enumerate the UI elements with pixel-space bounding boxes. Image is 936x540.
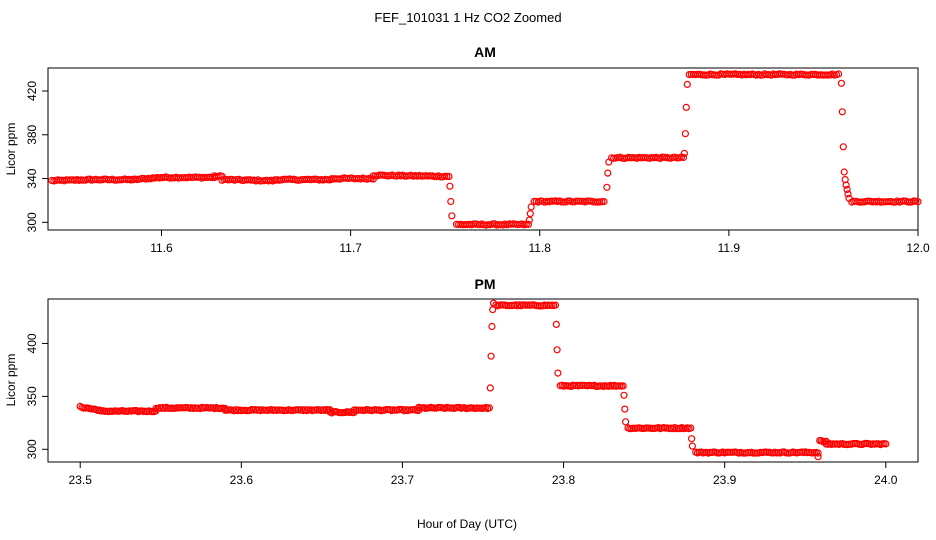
data-point — [839, 143, 847, 151]
data-point — [914, 198, 922, 206]
data-point — [845, 194, 853, 202]
data-point — [688, 442, 697, 450]
am-y-tick-label: 300 — [25, 212, 39, 232]
am-x-tick-label: 11.7 — [339, 241, 362, 255]
data-point — [600, 198, 608, 206]
data-point — [551, 301, 560, 309]
data-point — [687, 435, 696, 443]
am-x-tick-label: 11.9 — [718, 241, 741, 255]
data-point — [553, 346, 561, 354]
data-point — [844, 190, 852, 198]
data-point — [489, 306, 497, 314]
am-panel-title: AM — [474, 44, 496, 60]
data-point — [621, 418, 630, 426]
pm-x-tick-label: 23.6 — [230, 473, 254, 487]
data-point — [524, 220, 533, 228]
x-axis-title: Hour of Day (UTC) — [417, 517, 517, 531]
pm-y-tick-label: 400 — [25, 333, 39, 353]
data-point — [680, 149, 689, 157]
data-point — [487, 352, 495, 360]
data-point — [814, 449, 822, 457]
data-point — [447, 197, 455, 206]
data-point — [681, 130, 690, 138]
data-point — [683, 80, 691, 89]
am-y-tick-label: 380 — [25, 124, 39, 144]
pm-y-tick-label: 350 — [25, 386, 39, 406]
data-point — [554, 369, 562, 377]
pm-y-axis: 300 350 400 — [25, 333, 48, 459]
data-point — [834, 70, 843, 78]
am-plot-frame — [47, 67, 919, 231]
data-point — [605, 158, 613, 166]
data-point — [138, 174, 146, 183]
data-point — [527, 203, 535, 211]
data-point — [840, 168, 848, 176]
data-point — [682, 103, 690, 112]
am-x-axis: 11.6 11.7 11.8 11.9 12.0 — [150, 230, 930, 255]
pm-plot-frame — [47, 298, 919, 463]
data-point — [604, 169, 612, 177]
am-series — [48, 70, 922, 229]
pm-series — [76, 299, 890, 461]
figure-title: FEF_101031 1 Hz CO2 Zoomed — [374, 10, 561, 25]
data-point — [489, 299, 498, 307]
data-point — [620, 391, 628, 399]
data-point — [486, 384, 494, 392]
pm-x-axis: 23.5 23.6 23.7 23.8 23.9 24.0 — [69, 462, 898, 487]
pm-x-tick-label: 23.5 — [69, 473, 93, 487]
data-point — [448, 212, 456, 220]
data-point — [843, 185, 851, 194]
am-x-tick-label: 12.0 — [906, 241, 930, 255]
data-point — [525, 216, 533, 224]
pm-y-axis-label: Licor ppm — [4, 354, 18, 407]
data-point — [488, 322, 496, 331]
data-point — [526, 210, 534, 218]
pm-panel: PM 23.5 23.6 23.7 23.8 23.9 24.0 300 350 400 Li… — [4, 276, 919, 487]
am-y-axis-label: Licor ppm — [4, 123, 18, 176]
data-point — [814, 453, 822, 461]
pm-x-tick-label: 23.9 — [713, 473, 737, 487]
pm-x-tick-label: 23.7 — [391, 473, 415, 487]
pm-y-tick-label: 300 — [25, 439, 39, 459]
data-point — [817, 437, 825, 445]
pm-x-tick-label: 24.0 — [874, 473, 898, 487]
data-point — [621, 405, 629, 413]
data-point — [446, 182, 454, 190]
data-point — [838, 108, 846, 116]
data-point — [485, 404, 493, 412]
data-point — [552, 320, 560, 328]
am-x-tick-label: 11.6 — [150, 241, 173, 255]
data-point — [837, 79, 846, 87]
data-point — [603, 183, 611, 191]
pm-panel-title: PM — [475, 276, 496, 292]
data-point — [882, 440, 890, 448]
am-y-axis: 300 340 380 420 — [25, 81, 48, 232]
data-point — [842, 181, 850, 189]
data-point — [679, 153, 688, 162]
am-panel: AM 11.6 11.7 11.8 11.9 12.0 300 340 380 420 Lic… — [4, 44, 930, 255]
am-y-tick-label: 340 — [25, 168, 39, 188]
pm-x-tick-label: 23.8 — [552, 473, 576, 487]
am-x-tick-label: 11.8 — [529, 241, 552, 255]
data-point — [445, 172, 453, 181]
data-point — [687, 424, 695, 432]
data-point — [129, 175, 137, 183]
data-point — [619, 382, 627, 390]
am-y-tick-label: 420 — [25, 81, 39, 101]
